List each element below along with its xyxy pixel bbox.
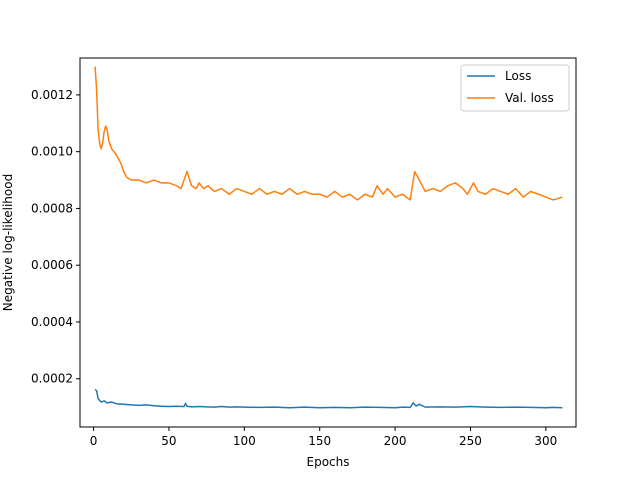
axes-frame <box>79 57 577 428</box>
legend: Loss Val. loss <box>460 64 570 112</box>
x-tick-label: 100 <box>233 434 256 448</box>
legend-label-2: Val. loss <box>505 91 554 105</box>
x-tick-label: 50 <box>161 434 176 448</box>
y-axis-label: Negative log-likelihood <box>1 174 15 311</box>
series-line-1 <box>94 388 563 409</box>
x-tick-label: 250 <box>459 434 482 448</box>
y-tick-label: 0.0004 <box>31 315 73 329</box>
plot-area <box>94 66 563 409</box>
x-axis-ticks: 0 50 100 150 200 250 300 <box>90 427 557 448</box>
x-tick-label: 200 <box>384 434 407 448</box>
x-tick-label: 300 <box>534 434 557 448</box>
y-axis-ticks: 0.0002 0.0004 0.0006 0.0008 0.0010 0.0012 <box>31 88 80 386</box>
x-tick-label: 0 <box>90 434 98 448</box>
series-line-2 <box>94 66 563 201</box>
y-tick-label: 0.0006 <box>31 258 73 272</box>
legend-label-1: Loss <box>505 69 531 83</box>
x-axis-label: Epochs <box>307 455 350 469</box>
x-tick-label: 150 <box>308 434 331 448</box>
y-tick-label: 0.0002 <box>31 372 73 386</box>
y-tick-label: 0.0008 <box>31 201 73 215</box>
y-tick-label: 0.0012 <box>31 88 73 102</box>
y-tick-label: 0.0010 <box>31 145 73 159</box>
